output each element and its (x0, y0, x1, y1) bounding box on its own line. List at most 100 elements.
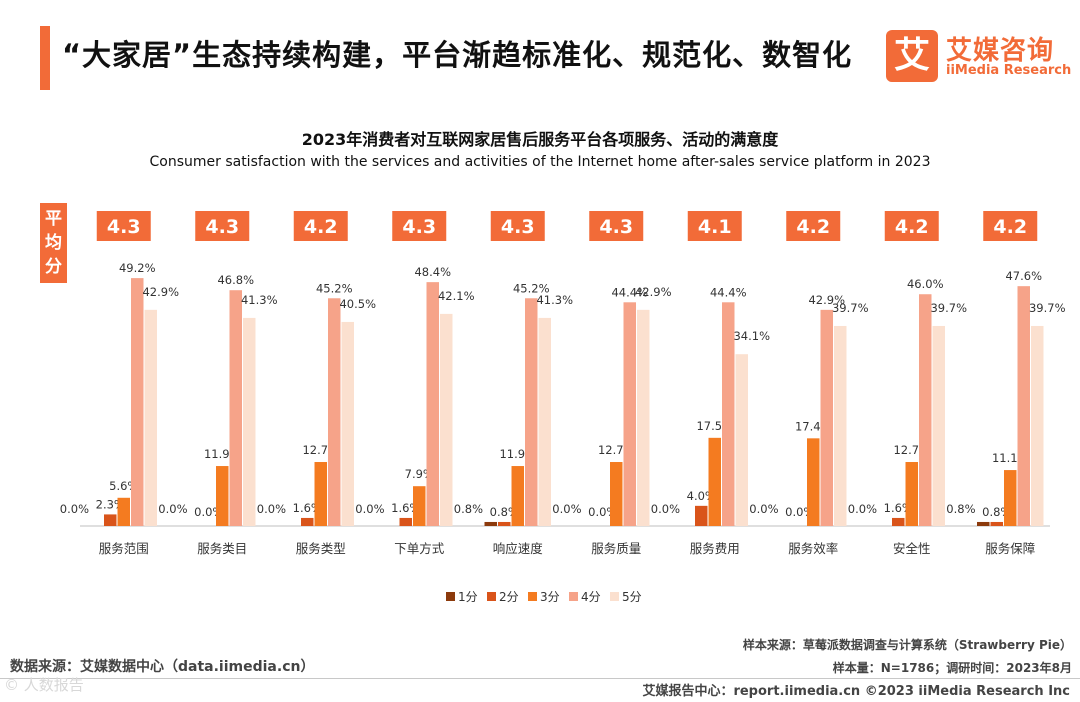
avg-score-label: 4.3 (402, 216, 436, 238)
avg-score-box (293, 211, 348, 241)
data-label: 48.4% (414, 265, 451, 279)
data-label: 0.0% (355, 502, 384, 516)
legend-swatch (610, 592, 619, 601)
bar-2fen (301, 517, 314, 526)
bar-4fen (426, 282, 439, 526)
bar-2fen (399, 517, 412, 526)
data-label: 42.9% (808, 293, 845, 307)
footer-divider (0, 678, 1080, 679)
category-label: 服务费用 (690, 541, 740, 556)
data-label: 0.8% (946, 502, 975, 516)
bar-4fen (820, 309, 833, 526)
avg-score-box (96, 211, 151, 241)
category-label: 响应速度 (493, 541, 544, 556)
bar-5fen (834, 325, 847, 526)
data-label: 34.1% (733, 329, 770, 343)
data-label: 39.7% (832, 301, 869, 315)
category-label: 服务类型 (296, 541, 346, 556)
bar-3fen (708, 437, 721, 526)
data-label: 39.7% (1029, 301, 1066, 315)
bar-1fen (977, 521, 990, 526)
data-label: 42.1% (438, 289, 475, 303)
legend-swatch (487, 592, 496, 601)
bar-4fen (131, 278, 144, 526)
bar-3fen (314, 462, 327, 526)
data-label: 49.2% (119, 261, 156, 275)
bar-1fen (484, 521, 497, 526)
chart-title: 2023年消费者对互联网家居售后服务平台各项服务、活动的满意度 (301, 130, 779, 149)
avg-score-box (786, 211, 841, 241)
bar-3fen (610, 462, 623, 526)
data-label: 0.0% (158, 502, 187, 516)
avg-score-label: 4.3 (599, 216, 633, 238)
chart-subtitle: Consumer satisfaction with the services … (149, 154, 931, 170)
data-label: 41.3% (241, 293, 278, 307)
bar-4fen (623, 302, 636, 526)
avg-score-label: 4.2 (895, 216, 929, 238)
bar-4fen (229, 290, 242, 526)
watermark: © 人数报告 (4, 676, 84, 694)
avg-score-label: 4.2 (796, 216, 830, 238)
legend-label: 1分 (458, 590, 478, 604)
data-label: 45.2% (513, 281, 550, 295)
bar-3fen (413, 486, 426, 526)
data-label: 0.8% (454, 502, 483, 516)
avg-label-box (40, 203, 67, 283)
logo-text-en: iiMedia Research (946, 63, 1072, 78)
avg-score-box (490, 211, 545, 241)
data-source: 数据来源：艾媒数据中心（data.iimedia.cn） (10, 659, 315, 675)
bar-4fen (525, 298, 538, 526)
avg-label-char: 分 (45, 257, 62, 277)
avg-score-label: 4.1 (698, 216, 732, 238)
data-label: 0.0% (60, 502, 89, 516)
bar-5fen (243, 317, 256, 526)
legend-swatch (569, 592, 578, 601)
avg-score-box (687, 211, 742, 241)
bar-4fen (919, 294, 932, 526)
legend-label: 5分 (622, 590, 642, 604)
data-label: 0.0% (257, 502, 286, 516)
data-label: 41.3% (536, 293, 573, 307)
avg-label-char: 平 (45, 209, 62, 229)
logo-text-cn: 艾媒咨询 (946, 36, 1055, 66)
avg-score-label: 4.2 (304, 216, 338, 238)
avg-label-char: 均 (45, 232, 62, 253)
avg-score-label: 4.2 (993, 216, 1027, 238)
avg-score-box (983, 211, 1038, 241)
bar-5fen (538, 317, 551, 526)
footer-text: 艾媒报告中心：report.iimedia.cn ©2023 iiMedia R… (642, 684, 1070, 699)
bar-2fen (104, 514, 117, 526)
bar-2fen (990, 521, 1003, 526)
bar-5fen (144, 309, 157, 526)
logo-mark: 艾 (886, 30, 938, 82)
data-label: 45.2% (316, 281, 353, 295)
data-label: 47.6% (1005, 269, 1042, 283)
legend-swatch (446, 592, 455, 601)
title-accent-bar (40, 26, 50, 90)
bar-3fen (216, 466, 229, 526)
data-label: 46.0% (907, 277, 944, 291)
bar-4fen (722, 302, 735, 526)
data-label: 42.9% (142, 285, 179, 299)
category-label: 下单方式 (394, 541, 445, 556)
avg-score-box (884, 211, 939, 241)
data-label: 0.0% (552, 502, 581, 516)
bar-5fen (932, 325, 945, 526)
bar-5fen (440, 313, 453, 526)
iimedia-logo: 艾 艾媒咨询 iiMedia Research (886, 30, 1071, 82)
avg-score-label: 4.3 (501, 216, 535, 238)
data-label: 40.5% (339, 297, 376, 311)
bar-5fen (1031, 325, 1044, 526)
bar-3fen (117, 497, 130, 526)
data-label: 44.4% (710, 285, 747, 299)
category-label: 服务效率 (788, 541, 838, 556)
data-label: 44.4% (611, 285, 648, 299)
bar-5fen (735, 354, 748, 526)
bar-3fen (807, 438, 820, 526)
legend-swatch (528, 592, 537, 601)
bar-5fen (637, 309, 650, 526)
category-label: 服务范围 (99, 541, 149, 556)
category-label: 服务类目 (197, 541, 247, 556)
bar-3fen (511, 466, 524, 526)
